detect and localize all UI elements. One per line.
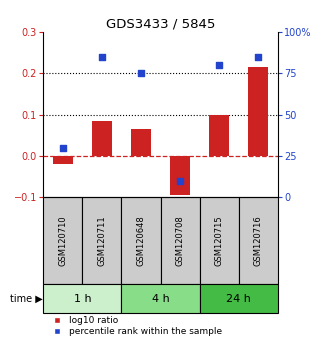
Legend: log10 ratio, percentile rank within the sample: log10 ratio, percentile rank within the … (48, 316, 222, 336)
Bar (53, 156, 73, 164)
Bar (43, 197, 82, 284)
Text: 24 h: 24 h (226, 294, 251, 304)
Bar (248, 67, 268, 156)
Title: GDS3433 / 5845: GDS3433 / 5845 (106, 18, 215, 31)
Text: GSM120708: GSM120708 (176, 215, 185, 266)
Text: GSM120716: GSM120716 (254, 215, 263, 266)
Point (256, 54, 261, 59)
Point (178, 178, 183, 184)
Bar (82, 197, 121, 284)
Bar (160, 197, 200, 284)
Point (99, 54, 104, 59)
Text: GSM120710: GSM120710 (58, 215, 67, 266)
Bar (239, 197, 278, 284)
Bar (200, 284, 278, 313)
Bar (131, 129, 151, 156)
Point (60, 145, 65, 150)
Text: GSM120648: GSM120648 (136, 215, 145, 266)
Text: 4 h: 4 h (152, 294, 169, 304)
Bar (121, 197, 160, 284)
Point (138, 70, 143, 76)
Text: 1 h: 1 h (74, 294, 91, 304)
Bar (43, 284, 121, 313)
Text: GSM120711: GSM120711 (97, 215, 107, 266)
Bar (92, 121, 112, 156)
Bar (170, 156, 190, 195)
Text: time ▶: time ▶ (10, 294, 43, 304)
Bar (209, 115, 229, 156)
Text: GSM120715: GSM120715 (214, 215, 224, 266)
Bar (200, 197, 239, 284)
Bar (121, 284, 200, 313)
Point (216, 62, 221, 68)
